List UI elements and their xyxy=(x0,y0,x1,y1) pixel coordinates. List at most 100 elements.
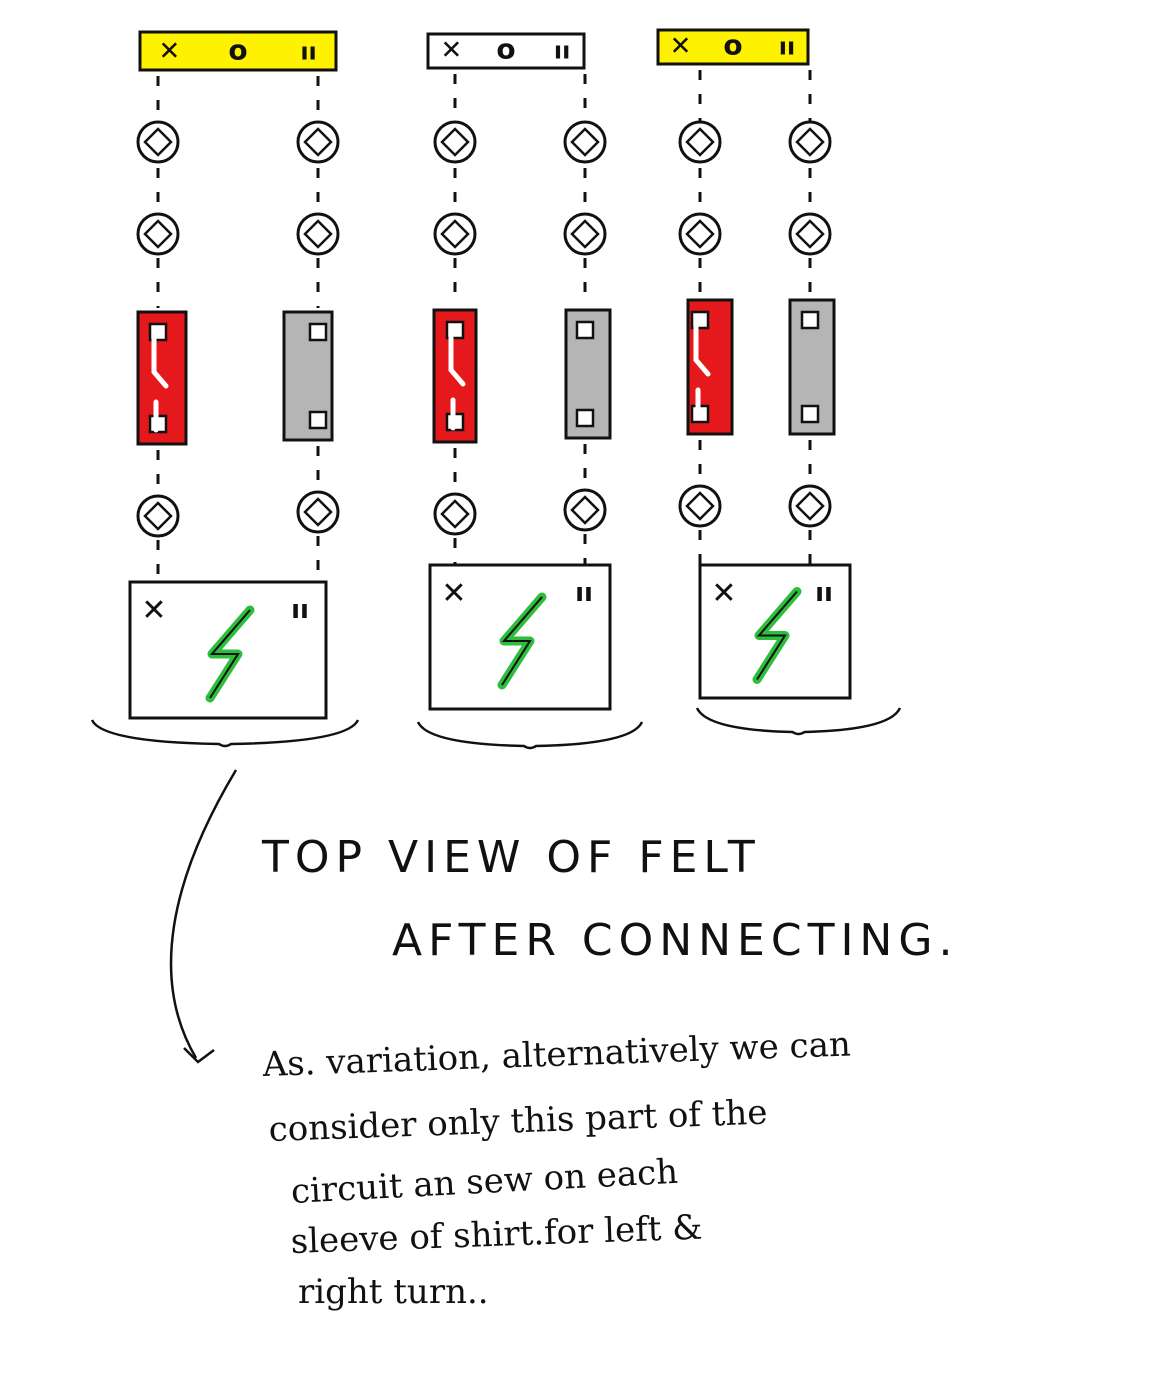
bead-ring xyxy=(563,488,607,532)
bead-ring xyxy=(678,484,722,528)
column-1-left-bead-2 xyxy=(136,212,180,256)
column-1-brace xyxy=(90,719,360,748)
column-2-felt-module: ✕ ıı xyxy=(428,563,612,711)
column-1-right-bead-1 xyxy=(296,120,340,164)
bead-diamond xyxy=(440,219,470,249)
bead-ring xyxy=(296,490,340,534)
column-3-right-grey-switch xyxy=(788,298,836,436)
column-2-connector: ✕ o ıı xyxy=(426,32,586,70)
switch-hole xyxy=(800,404,820,424)
bolt-outline xyxy=(501,596,543,686)
title-line-1: TOP VIEW OF FELT xyxy=(262,832,761,883)
column-2-right-bead-3 xyxy=(563,488,607,532)
column-3-right-bead-2 xyxy=(788,212,832,256)
bead-diamond xyxy=(303,127,333,157)
module-bar-label: ıı xyxy=(815,578,833,608)
connector-bar-label: ıı xyxy=(554,36,570,64)
pointer-arrow xyxy=(169,769,238,1059)
switch-hole xyxy=(308,322,328,342)
column-2-brace xyxy=(416,721,644,750)
column-3-right-bead-1 xyxy=(788,120,832,164)
switch-hole xyxy=(308,410,328,430)
bead-ring xyxy=(136,212,180,256)
bead-diamond xyxy=(440,499,470,529)
column-1-left-red-switch xyxy=(136,310,188,446)
column-2-right-bead-2 xyxy=(563,212,607,256)
connector-cross-label: ✕ xyxy=(670,31,692,61)
bead-ring xyxy=(433,492,477,536)
bead-diamond xyxy=(795,219,825,249)
bolt-outline xyxy=(209,609,251,699)
note-line-5: right turn.. xyxy=(298,1272,489,1312)
bead-diamond xyxy=(143,127,173,157)
bead-ring xyxy=(136,494,180,538)
column-1-left-bead-1 xyxy=(136,120,180,164)
module-bar-label: ıı xyxy=(575,578,593,608)
column-3-brace xyxy=(695,707,902,736)
module-cross-label: ✕ xyxy=(441,576,466,611)
bead-ring xyxy=(788,120,832,164)
column-3-left-bead-2 xyxy=(678,212,722,256)
switch-hole xyxy=(575,408,595,428)
title-line-2: AFTER CONNECTING. xyxy=(392,915,959,966)
bead-ring xyxy=(678,212,722,256)
column-1-felt-module: ✕ ıı xyxy=(128,580,328,720)
column-3-left-bead-1 xyxy=(678,120,722,164)
column-3-left-red-switch xyxy=(686,298,734,436)
column-2-left-red-switch xyxy=(432,308,478,444)
bead-diamond xyxy=(143,219,173,249)
module-cross-label: ✕ xyxy=(141,593,166,628)
bead-diamond xyxy=(795,491,825,521)
column-3-connector: ✕ o ıı xyxy=(656,28,810,66)
connector-bar xyxy=(138,30,338,72)
bead-diamond xyxy=(685,219,715,249)
bead-ring xyxy=(563,120,607,164)
column-1-left-bead-3 xyxy=(136,494,180,538)
connector-o-label: o xyxy=(228,33,247,66)
bead-diamond xyxy=(303,497,333,527)
column-1-right-grey-switch xyxy=(282,310,334,442)
column-3-left-bead-3 xyxy=(678,484,722,528)
column-1-right-bead-3 xyxy=(296,490,340,534)
connector-o-label: o xyxy=(496,32,515,65)
connector-o-label: o xyxy=(723,28,742,61)
bead-diamond xyxy=(303,219,333,249)
bead-ring xyxy=(296,212,340,256)
pointer-arrowhead xyxy=(183,1047,215,1064)
bead-ring xyxy=(678,120,722,164)
connector-bar xyxy=(656,28,810,66)
column-1-connector: ✕ o ıı xyxy=(138,30,338,72)
bead-diamond xyxy=(143,501,173,531)
bead-ring xyxy=(296,120,340,164)
module-cross-label: ✕ xyxy=(711,576,736,611)
column-3-right-bead-3 xyxy=(788,484,832,528)
connector-cross-label: ✕ xyxy=(159,36,181,66)
bead-diamond xyxy=(795,127,825,157)
column-3-felt-module: ✕ ıı xyxy=(698,563,852,700)
switch-hole xyxy=(800,310,820,330)
bead-diamond xyxy=(440,127,470,157)
connector-cross-label: ✕ xyxy=(441,35,463,65)
bead-diamond xyxy=(685,491,715,521)
column-2-left-bead-1 xyxy=(433,120,477,164)
column-2-right-grey-switch xyxy=(564,308,612,440)
bead-diamond xyxy=(570,495,600,525)
column-2-right-bead-1 xyxy=(563,120,607,164)
switch-lever xyxy=(693,321,711,421)
connector-bar-label: ıı xyxy=(779,32,795,60)
bead-ring xyxy=(136,120,180,164)
switch-hole xyxy=(575,320,595,340)
bead-ring xyxy=(433,212,477,256)
bead-ring xyxy=(788,212,832,256)
bead-diamond xyxy=(570,219,600,249)
connector-bar-label: ıı xyxy=(300,37,316,65)
bolt-outline xyxy=(756,590,798,681)
switch-lever xyxy=(151,333,169,433)
bead-ring xyxy=(563,212,607,256)
bead-ring xyxy=(788,484,832,528)
connector-bar xyxy=(426,32,586,70)
column-1-right-bead-2 xyxy=(296,212,340,256)
bead-ring xyxy=(433,120,477,164)
column-2-left-bead-3 xyxy=(433,492,477,536)
